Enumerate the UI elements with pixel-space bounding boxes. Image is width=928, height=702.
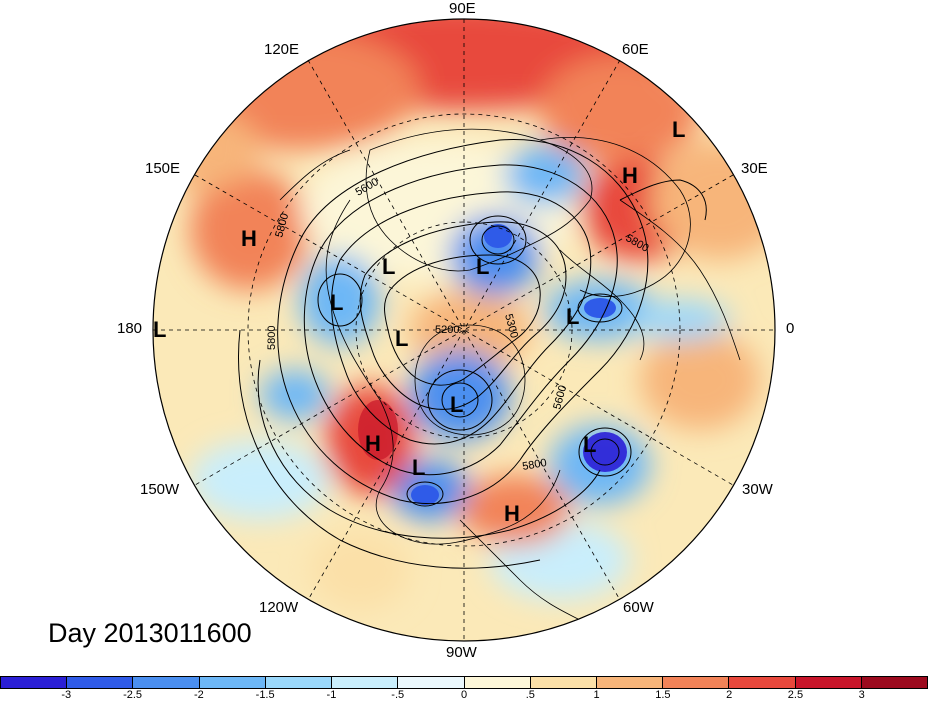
- colorbar-tick-label: 0: [460, 689, 468, 701]
- graticule: [153, 19, 775, 641]
- colorbar-tick-label: -1.5: [255, 689, 275, 701]
- colorbar-swatch: [663, 677, 730, 688]
- low-center-marker: L: [450, 392, 463, 417]
- lon-label-180: 180: [117, 320, 143, 337]
- colorbar-swatch: [530, 677, 597, 688]
- map-date-title: Day 2013011600: [48, 618, 252, 648]
- lon-label-60e: 60E: [622, 41, 649, 58]
- colorbar-tick-label: 1: [593, 689, 600, 701]
- colorbar-swatch: [596, 677, 664, 688]
- coastlines: [279, 128, 741, 621]
- high-center-marker: H: [622, 163, 638, 188]
- colorbar-tick-label: -2.5: [123, 689, 143, 701]
- colorbar-swatches: [0, 676, 928, 689]
- height-contours: [238, 139, 707, 569]
- lon-label-30w: 30W: [742, 481, 773, 498]
- contour-label: 5800: [521, 457, 547, 473]
- colorbar-swatch: [861, 677, 928, 688]
- lon-label-120e: 120E: [264, 41, 300, 58]
- lon-label-60w: 60W: [623, 599, 654, 616]
- low-center-marker: L: [395, 326, 408, 351]
- colorbar-swatch: [729, 677, 796, 688]
- lon-label-30e: 30E: [741, 160, 768, 177]
- colorbar-swatch: [332, 677, 399, 688]
- lon-label-150e: 150E: [145, 160, 181, 177]
- lon-label-150w: 150W: [140, 481, 180, 498]
- pressure-centers: L H L L L L L L H L H L H L: [153, 117, 685, 526]
- low-center-marker: L: [672, 117, 685, 142]
- colorbar-tick-label: -3: [61, 689, 72, 701]
- low-center-marker: L: [153, 317, 166, 342]
- low-center-marker: L: [330, 290, 343, 315]
- colorbar-swatch: [464, 677, 531, 688]
- lon-label-90e: 90E: [449, 0, 476, 17]
- high-center-marker: H: [365, 431, 381, 456]
- high-center-marker: H: [241, 226, 257, 251]
- colorbar-tick-label: 2.5: [787, 689, 804, 701]
- colorbar-swatch: [398, 677, 465, 688]
- low-center-marker: L: [412, 455, 425, 480]
- colorbar-tick-label: -.5: [391, 689, 405, 701]
- colorbar-tick-label: 1.5: [655, 689, 671, 701]
- low-center-marker: L: [583, 432, 596, 457]
- contour-label: 5800: [266, 326, 278, 350]
- colorbar-tick-label: -1: [326, 689, 337, 701]
- colorbar-tick-label: -2: [193, 689, 204, 701]
- colorbar-swatch: [265, 677, 333, 688]
- lon-label-0: 0: [786, 320, 795, 337]
- low-center-marker: L: [476, 254, 489, 279]
- colorbar-swatch: [1, 677, 68, 688]
- contour-label: 5200: [435, 324, 459, 336]
- colorbar-swatch: [133, 677, 200, 688]
- low-center-marker: L: [382, 254, 395, 279]
- colorbar-tick-label: .5: [525, 689, 535, 701]
- colorbar-swatch: [795, 677, 862, 688]
- colorbar: -3 -2.5 -2 -1.5 -1 -.5 0 .5 1 1.5 2 2.5 3: [0, 676, 928, 702]
- high-center-marker: H: [504, 501, 520, 526]
- colorbar-tick-label: 3: [858, 689, 865, 701]
- lon-label-120w: 120W: [259, 599, 299, 616]
- colorbar-swatch: [67, 677, 134, 688]
- colorbar-tick-label: 2: [726, 689, 733, 701]
- anomaly-field: [153, 19, 775, 641]
- lon-label-90w: 90W: [446, 644, 477, 661]
- colorbar-swatch: [199, 677, 266, 688]
- low-center-marker: L: [566, 304, 579, 329]
